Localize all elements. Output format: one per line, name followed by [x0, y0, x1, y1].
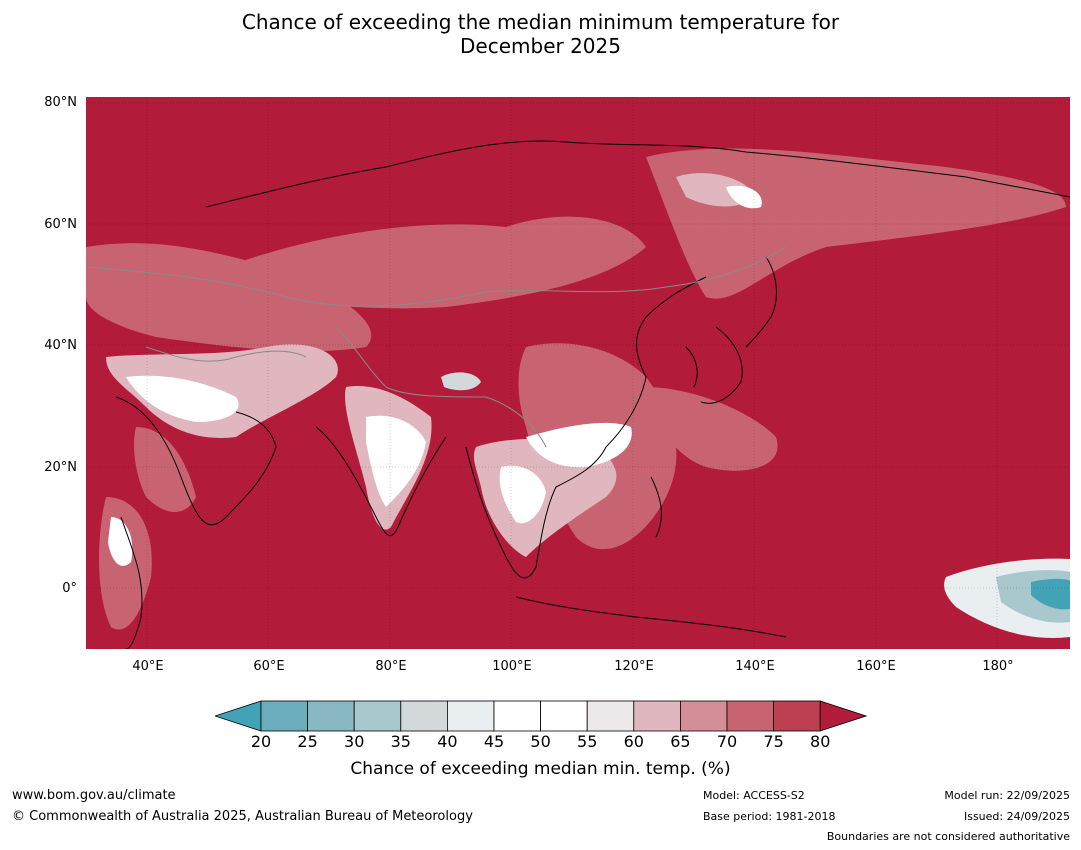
coast-china	[605, 276, 707, 448]
boundaries	[86, 246, 787, 448]
colorbar-bin-25-30	[307, 700, 355, 732]
field-east-siberia	[646, 148, 1066, 299]
lat-label-60: 60°N	[44, 217, 77, 232]
cbar-tick-50: 50	[530, 732, 551, 751]
colorbar-bin-60-65	[633, 700, 681, 732]
lon-label-140: 140°E	[735, 659, 775, 674]
field-arabia	[134, 427, 196, 512]
title-line-2: December 2025	[460, 34, 621, 58]
lon-label-40: 40°E	[132, 659, 164, 674]
field-horn-africa	[108, 517, 133, 566]
cbar-tick-35: 35	[390, 732, 411, 751]
lat-label-20: 20°N	[44, 460, 77, 475]
cbar-tick-60: 60	[623, 732, 644, 751]
website-link[interactable]: www.bom.gov.au/climate	[12, 788, 176, 803]
field-central-asia	[86, 243, 372, 352]
cbar-tick-75: 75	[763, 732, 784, 751]
cbar-tick-55: 55	[577, 732, 598, 751]
lat-label-0: 0°	[62, 581, 77, 596]
cbar-tick-80: 80	[810, 732, 831, 751]
issued-date: Issued: 24/09/2025	[963, 810, 1070, 823]
border-china-west	[335, 326, 547, 448]
coastlines	[115, 140, 1070, 649]
lon-label-80: 80°E	[375, 659, 407, 674]
map-canvas	[86, 97, 1070, 649]
coast-east-africa	[120, 516, 143, 649]
chart-title: Chance of exceeding the median minimum t…	[0, 10, 1081, 58]
cbar-tick-25: 25	[297, 732, 318, 751]
coast-southeast-asia	[465, 446, 607, 579]
colorbar-bin-50-55	[540, 700, 588, 732]
field-northern-russia	[226, 216, 646, 309]
colorbar-under-arrow	[215, 700, 262, 732]
cbar-tick-30: 30	[344, 732, 365, 751]
field-indochina	[499, 465, 546, 524]
colorbar-bin-65-70	[679, 700, 728, 732]
field-pacific-cool-3	[1031, 578, 1070, 610]
coast-india	[315, 426, 447, 537]
coast-philippines	[650, 476, 662, 538]
title-line-1: Chance of exceeding the median minimum t…	[241, 10, 840, 34]
colorbar	[215, 700, 867, 732]
colorbar-bin-45-50	[493, 700, 541, 732]
colorbar-bin-40-45	[446, 700, 495, 732]
lat-label-40: 40°N	[44, 338, 77, 353]
map-area[interactable]	[86, 97, 1070, 649]
coast-siberia-north	[205, 140, 1070, 208]
copyright-text: © Commonwealth of Australia 2025, Austra…	[12, 809, 473, 824]
coast-maritime	[515, 596, 787, 638]
lon-label-160: 160°E	[856, 659, 896, 674]
field-west-pacific	[646, 387, 778, 471]
colorbar-bin-70-75	[726, 700, 774, 732]
lon-label-120: 120°E	[614, 659, 654, 674]
field-south-china	[526, 422, 632, 468]
lon-label-60: 60°E	[253, 659, 285, 674]
model-name: Model: ACCESS-S2	[703, 789, 805, 802]
cbar-tick-40: 40	[437, 732, 458, 751]
cbar-tick-20: 20	[250, 732, 272, 751]
colorbar-bin-20-25	[260, 700, 308, 732]
colorbar-bin-30-35	[353, 700, 402, 732]
colorbar-bin-55-60	[586, 700, 635, 732]
field-persia	[126, 375, 239, 422]
lon-label-100: 100°E	[492, 659, 532, 674]
model-run-date: Model run: 22/09/2025	[944, 789, 1070, 802]
graticule	[86, 97, 1070, 649]
lon-label-180: 180°	[982, 659, 1014, 674]
lat-label-80: 80°N	[44, 95, 77, 110]
boundaries-disclaimer: Boundaries are not considered authoritat…	[826, 830, 1070, 843]
field-siberia-white	[726, 185, 762, 209]
cbar-tick-45: 45	[483, 732, 505, 751]
colorbar-bin-35-40	[400, 700, 448, 732]
border-russia-south	[86, 246, 787, 307]
colorbar-label: Chance of exceeding median min. temp. (%…	[350, 759, 731, 779]
cbar-tick-70: 70	[716, 732, 738, 751]
coast-korea-japan	[685, 326, 743, 404]
field-india-core	[366, 415, 426, 507]
coast-arabia	[115, 396, 277, 526]
colorbar-bin-75-80	[773, 700, 821, 732]
cbar-tick-65: 65	[670, 732, 691, 751]
prob-fields	[86, 148, 1070, 638]
border-middle-east	[145, 346, 307, 362]
base-period: Base period: 1981-2018	[703, 810, 836, 823]
colorbar-over-arrow	[819, 700, 867, 732]
field-tibet-cool	[441, 372, 481, 391]
coast-kamchatka	[745, 256, 777, 348]
